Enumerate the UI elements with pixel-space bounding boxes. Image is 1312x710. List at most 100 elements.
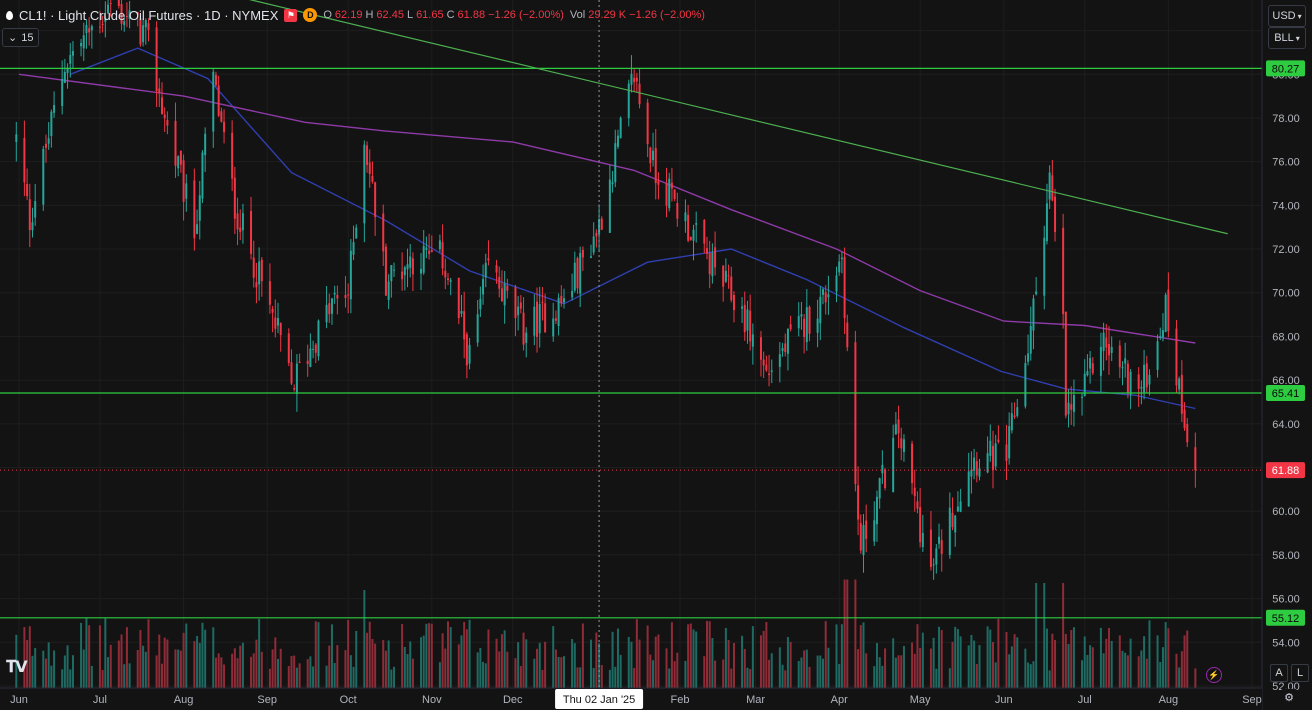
candle-body (1105, 337, 1108, 348)
volume-bar (117, 640, 120, 688)
volume-bar (563, 656, 566, 688)
candle-body (88, 28, 91, 33)
volume-bar (506, 651, 509, 688)
candle-body (90, 26, 93, 31)
candle-body (854, 342, 857, 485)
candle-body (50, 111, 53, 136)
candle-body (835, 275, 838, 292)
candle-body (31, 222, 34, 231)
volume-bar (1108, 627, 1111, 688)
candle-body (816, 318, 819, 333)
candle-body (204, 133, 207, 156)
delayed-badge[interactable]: D (303, 8, 318, 22)
price-tick-label: 58.00 (1272, 550, 1300, 562)
candle-body (808, 307, 811, 334)
candle-body (312, 348, 315, 350)
volume-bar (940, 630, 943, 688)
level-label-low: 55.12 (1272, 613, 1300, 625)
candle-body (465, 334, 468, 366)
time-tick-label: Jun (10, 694, 28, 706)
unit-label: BLL (1274, 32, 1294, 44)
volume-bar (71, 655, 74, 688)
volume-bar (768, 659, 771, 688)
volume-bar (657, 634, 660, 688)
candle-body (371, 175, 374, 182)
volume-bar (503, 630, 506, 688)
lightning-icon[interactable]: ⚡ (1206, 667, 1222, 683)
candle-body (82, 35, 85, 49)
candle-body (85, 24, 88, 34)
candle-body (441, 242, 444, 269)
volume-bar (255, 639, 258, 688)
open-value: 62.19 (334, 9, 363, 21)
candle-body (881, 464, 884, 474)
currency-button[interactable]: USD ▾ (1268, 5, 1306, 27)
candle-body (1194, 447, 1197, 471)
price-tick-label: 56.00 (1272, 594, 1300, 606)
candle-body (759, 337, 762, 360)
candle-body (166, 119, 169, 126)
candle-body (387, 281, 390, 300)
time-tick-label: Feb (671, 694, 690, 706)
candle-body (703, 220, 706, 244)
log-scale-button[interactable]: L (1291, 664, 1309, 682)
candle-body (951, 512, 954, 528)
candle-body (1048, 172, 1051, 200)
volume-bar (1178, 667, 1181, 688)
candle-body (479, 298, 482, 310)
volume-bar (298, 663, 301, 688)
volume-bar (638, 639, 641, 688)
price-tick-label: 72.00 (1272, 244, 1300, 256)
candle-body (1091, 363, 1094, 374)
symbol-title[interactable]: CL1! · Light Crude Oil Futures · 1D · NY… (19, 7, 279, 23)
volume-bar (627, 636, 630, 688)
volume-bar (630, 641, 633, 688)
volume-bar (268, 668, 271, 688)
candle-body (916, 501, 919, 509)
candle-body (911, 443, 914, 484)
volume-bar (579, 667, 582, 688)
candle-body (355, 227, 358, 239)
tradingview-logo-icon[interactable]: 𝐓V (6, 657, 28, 676)
volume-bar (1070, 630, 1073, 688)
candle-body (231, 132, 234, 179)
candle-body (884, 469, 887, 488)
level-label-mid-bg (1266, 385, 1305, 402)
volume-bar (444, 648, 447, 688)
volume-bar (797, 661, 800, 688)
candle-body (1043, 237, 1046, 296)
candle-body (128, 10, 131, 19)
candle-body (711, 252, 714, 277)
flag-icon[interactable]: ⚑ (284, 8, 298, 22)
volume-bar (476, 652, 479, 688)
candle-body (498, 276, 501, 289)
volume-bar (749, 669, 752, 688)
unit-button[interactable]: BLL ▾ (1268, 27, 1306, 49)
volume-bar (708, 621, 711, 688)
auto-scale-button[interactable]: A (1270, 664, 1288, 682)
candle-body (71, 51, 74, 56)
volume-bar (69, 669, 72, 688)
candle-body (306, 360, 309, 364)
candle-body (393, 269, 396, 271)
indicator-toggle[interactable]: ⌄ 15 (2, 28, 40, 47)
gear-icon[interactable]: ⚙ (1281, 689, 1297, 705)
volume-bar (541, 669, 544, 688)
candle-body (997, 439, 1000, 442)
candle-body (1126, 363, 1129, 393)
candle-body (857, 485, 860, 520)
volume-bar (730, 668, 733, 688)
volume-bar (422, 635, 425, 688)
candle-body (279, 322, 282, 336)
high-value: 62.45 (376, 9, 404, 21)
candle-body (363, 144, 366, 224)
candle-body (123, 21, 126, 26)
candle-body (401, 271, 404, 280)
candle-body (619, 117, 622, 139)
volume-bar (956, 629, 959, 688)
volume-bar (142, 645, 145, 688)
volume-bar (1186, 630, 1189, 688)
candle-body (741, 306, 744, 309)
candle-body (196, 224, 199, 234)
